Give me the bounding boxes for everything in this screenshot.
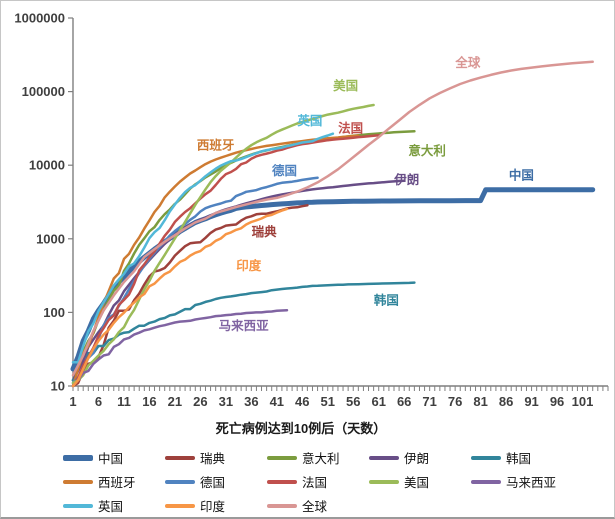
x-tick-label: 96 bbox=[550, 394, 564, 409]
x-tick-label: 46 bbox=[295, 394, 309, 409]
legend-swatch-india bbox=[165, 503, 195, 508]
legend-item-malaysia: 马来西亚 bbox=[471, 472, 573, 491]
x-tick-label: 26 bbox=[193, 394, 207, 409]
series-label-sweden: 瑞典 bbox=[252, 224, 278, 239]
x-tick-label: 56 bbox=[346, 394, 360, 409]
legend-label-germany: 德国 bbox=[200, 476, 226, 490]
legend-label-sweden: 瑞典 bbox=[200, 452, 226, 466]
legend-label-spain: 西班牙 bbox=[98, 476, 136, 490]
legend: 中国 瑞典 意大利 伊朗 韩国西班牙 德国 法国 美国 马来西亚英国 印度 全球 bbox=[63, 448, 614, 515]
series-line-uk bbox=[71, 132, 335, 364]
legend-swatch-iran bbox=[369, 455, 399, 460]
legend-item-spain: 西班牙 bbox=[63, 472, 165, 491]
x-tick-label: 31 bbox=[219, 394, 233, 409]
legend-swatch-germany bbox=[165, 479, 195, 484]
series-label-south-korea: 韩国 bbox=[374, 293, 399, 308]
x-axis-title: 死亡病例达到10例后（天数） bbox=[216, 421, 386, 436]
legend-label-china: 中国 bbox=[98, 452, 124, 466]
x-tick-label: 66 bbox=[397, 394, 411, 409]
series-line-spain bbox=[71, 134, 360, 388]
legend-swatch-south-korea bbox=[471, 455, 501, 460]
legend-label-france: 法国 bbox=[302, 476, 328, 490]
x-tick-label: 86 bbox=[499, 394, 513, 409]
series-label-global: 全球 bbox=[454, 55, 481, 70]
x-tick-label: 1 bbox=[69, 394, 76, 409]
series-label-usa: 美国 bbox=[333, 78, 358, 93]
legend-label-india: 印度 bbox=[200, 500, 226, 514]
series-line-global bbox=[71, 60, 594, 377]
series-label-uk: 英国 bbox=[297, 113, 322, 128]
series-line-south-korea bbox=[71, 281, 416, 382]
y-tick-label: 10000 bbox=[29, 158, 65, 173]
x-tick-label: 101 bbox=[572, 394, 594, 409]
legend-swatch-sweden bbox=[165, 455, 195, 460]
y-tick-label: 1000000 bbox=[14, 11, 65, 26]
legend-swatch-italy bbox=[267, 455, 297, 460]
legend-label-malaysia: 马来西亚 bbox=[506, 476, 557, 490]
legend-item-italy: 意大利 bbox=[267, 448, 369, 467]
x-tick-label: 21 bbox=[168, 394, 182, 409]
x-tick-label: 16 bbox=[142, 394, 156, 409]
series-line-india bbox=[71, 207, 289, 388]
series-line-malaysia bbox=[71, 308, 289, 388]
series-label-iran: 伊朗 bbox=[393, 172, 419, 187]
series-line-usa bbox=[71, 103, 375, 385]
legend-item-germany: 德国 bbox=[165, 472, 267, 491]
legend-item-usa: 美国 bbox=[369, 472, 471, 491]
legend-swatch-global bbox=[267, 503, 297, 508]
legend-item-india: 印度 bbox=[165, 496, 267, 515]
series-label-india: 印度 bbox=[236, 258, 262, 273]
legend-item-sweden: 瑞典 bbox=[165, 448, 267, 467]
legend-swatch-usa bbox=[369, 479, 399, 484]
y-tick-label: 100000 bbox=[22, 84, 65, 99]
legend-label-global: 全球 bbox=[302, 500, 328, 514]
legend-label-usa: 美国 bbox=[404, 476, 430, 490]
legend-swatch-spain bbox=[63, 479, 93, 484]
x-tick-label: 91 bbox=[524, 394, 538, 409]
y-tick-label: 10 bbox=[51, 379, 65, 394]
x-tick-label: 61 bbox=[371, 394, 385, 409]
legend-label-italy: 意大利 bbox=[302, 452, 340, 466]
axis-ticks bbox=[68, 17, 609, 391]
legend-item-iran: 伊朗 bbox=[369, 448, 471, 467]
x-tick-label: 11 bbox=[117, 394, 131, 409]
x-tick-label: 51 bbox=[321, 394, 335, 409]
legend-label-uk: 英国 bbox=[98, 500, 124, 514]
x-tick-label: 36 bbox=[244, 394, 258, 409]
series-label-malaysia: 马来西亚 bbox=[219, 318, 270, 333]
y-tick-label: 1000 bbox=[36, 231, 65, 246]
series-line-italy bbox=[71, 130, 416, 382]
legend-swatch-uk bbox=[63, 503, 93, 508]
legend-swatch-malaysia bbox=[471, 479, 501, 484]
series-lines bbox=[70, 60, 596, 388]
series-label-germany: 德国 bbox=[272, 163, 297, 178]
x-tick-label: 76 bbox=[448, 394, 462, 409]
legend-item-uk: 英国 bbox=[63, 496, 165, 515]
series-label-spain: 西班牙 bbox=[197, 138, 235, 153]
x-tick-label: 81 bbox=[473, 394, 487, 409]
legend-swatch-france bbox=[267, 479, 297, 484]
x-tick-label: 41 bbox=[270, 394, 284, 409]
series-line-china bbox=[70, 187, 596, 372]
legend-item-china: 中国 bbox=[63, 448, 165, 467]
series-label-italy: 意大利 bbox=[408, 143, 446, 158]
legend-swatch-china bbox=[63, 454, 93, 461]
series-label-france: 法国 bbox=[338, 121, 363, 136]
legend-item-france: 法国 bbox=[267, 472, 369, 491]
legend-label-iran: 伊朗 bbox=[404, 452, 430, 466]
x-tick-label: 71 bbox=[422, 394, 436, 409]
x-tick-label: 6 bbox=[95, 394, 102, 409]
legend-item-south-korea: 韩国 bbox=[471, 448, 573, 467]
legend-label-south-korea: 韩国 bbox=[506, 452, 532, 466]
series-line-france bbox=[71, 133, 380, 388]
series-label-china: 中国 bbox=[509, 168, 534, 183]
legend-item-global: 全球 bbox=[267, 496, 369, 515]
y-tick-label: 100 bbox=[43, 305, 65, 320]
axes bbox=[72, 18, 608, 387]
